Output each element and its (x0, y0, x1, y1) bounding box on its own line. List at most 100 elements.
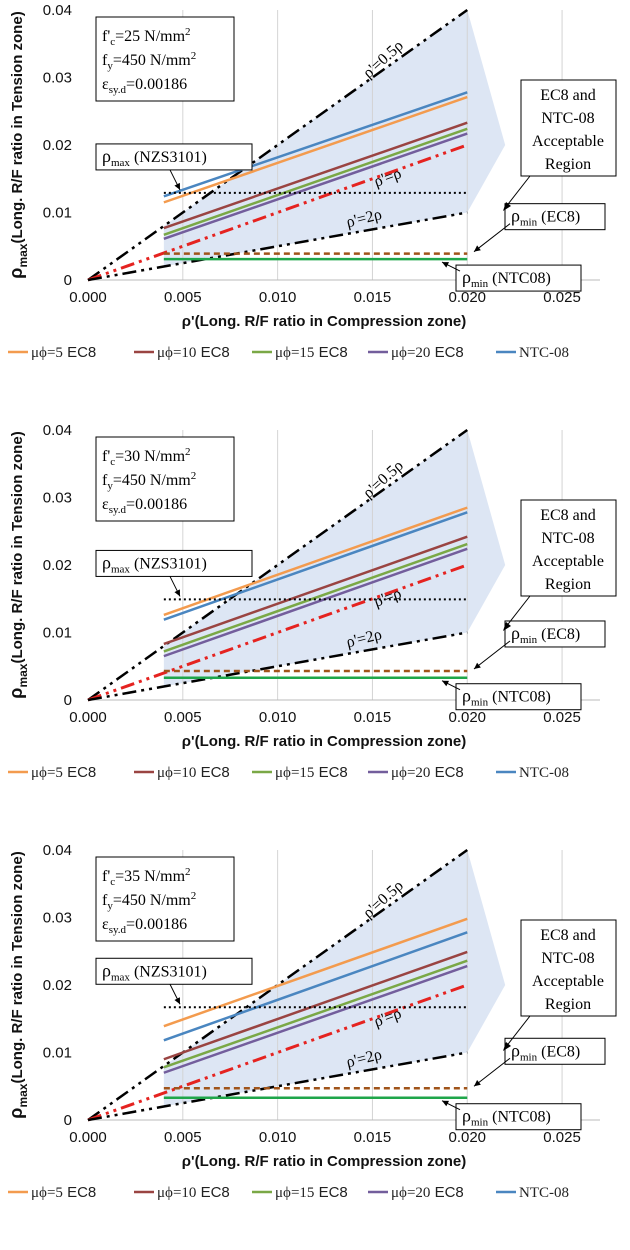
ref-line-double (87, 211, 468, 282)
region-callout-pointer (504, 1015, 531, 1049)
legend-label-4: μϕ=20 EC8 (391, 1184, 464, 1201)
rho-min-ntc-callout: ρmin (NTC08) (441, 261, 582, 292)
series-line-1 (163, 95, 468, 204)
x-tick-label: 0.015 (354, 289, 392, 306)
rho-max-callout-arrowhead (174, 589, 180, 597)
parameter-box-frame (95, 856, 235, 942)
legend-label-5: NTC-08 (519, 345, 569, 361)
rho-min-ntc-callout-frame (455, 683, 582, 711)
region-callout-line: EC8 and (540, 87, 596, 104)
series-line-3 (163, 127, 468, 236)
x-tick-label: 0.000 (69, 289, 107, 306)
parameter-line-1: f'c=30 N/mm2 (102, 446, 191, 468)
rho-min-ec8-callout-pointer (473, 1057, 511, 1087)
parameter-line-2: fy=450 N/mm2 (102, 470, 196, 492)
region-callout-pointer (504, 595, 531, 629)
rho-min-ec8-callout: ρmin (EC8) (473, 1037, 606, 1087)
rho-min-ntc-callout: ρmin (NTC08) (441, 680, 582, 711)
y-tick-label: 0.03 (43, 910, 72, 927)
chart-panel-3: 0 0.01 0.02 0.03 0.04 0.000 0.005 0.010 0.015 0.0… (0, 840, 630, 1250)
region-callout-frame (520, 919, 617, 1017)
region-callout: EC8 and NTC-08 Acceptable Region (503, 499, 617, 631)
y-tick-label: 0.02 (43, 557, 72, 574)
rho-max-callout-arrowhead (174, 182, 180, 190)
y-tick-label: 0.02 (43, 137, 72, 154)
parameter-line-1: f'c=35 N/mm2 (102, 866, 191, 888)
y-tick-label: 0.04 (43, 842, 72, 859)
region-callout: EC8 and NTC-08 Acceptable Region (503, 79, 617, 211)
y-tick-label: 0 (64, 1112, 72, 1129)
region-callout-line: NTC-08 (541, 950, 594, 967)
parameter-line-2: fy=450 N/mm2 (102, 50, 196, 72)
x-tick-label: 0.010 (259, 289, 297, 306)
y-tick-label: 0.03 (43, 490, 72, 507)
legend-label-3: μϕ=15 EC8 (275, 1184, 348, 1201)
rho-min-ec8-callout-arrowhead (474, 245, 481, 252)
region-callout-frame (520, 79, 617, 177)
legend-label-3: μϕ=15 EC8 (275, 764, 348, 781)
y-tick-label: 0.02 (43, 977, 72, 994)
chart-svg: 0 0.01 0.02 0.03 0.04 0.000 0.005 0.010 0.015 0.0… (6, 422, 617, 781)
legend-label-4: μϕ=20 EC8 (391, 764, 464, 781)
y-tick-label: 0.04 (43, 2, 72, 19)
region-callout-arrowhead (503, 202, 511, 211)
series-line-1 (163, 917, 468, 1028)
region-callout-arrowhead (503, 622, 511, 631)
x-tick-label: 0.000 (69, 709, 107, 726)
y-tick-label: 0 (64, 692, 72, 709)
rho-min-ntc-callout-frame (455, 1103, 582, 1131)
parameter-line-3: εsy.d=0.00186 (102, 916, 187, 936)
region-callout: EC8 and NTC-08 Acceptable Region (503, 919, 617, 1051)
region-callout-line: EC8 and (540, 507, 596, 524)
y-tick-label: 0.03 (43, 70, 72, 87)
x-tick-label: 0.010 (259, 1129, 297, 1146)
rho-min-ntc-callout-arrowhead (442, 680, 449, 687)
region-callout-frame (520, 499, 617, 597)
rho-min-ntc-callout: ρmin (NTC08) (441, 1100, 582, 1131)
rho-min-ec8-callout-text: ρmin (EC8) (511, 206, 580, 229)
y-tick-label: 0.01 (43, 205, 72, 222)
rho-min-ec8-callout-text: ρmin (EC8) (511, 623, 580, 646)
rho-max-callout-frame (95, 549, 253, 577)
y-axis-title: ρmax(Long. R/F ratio in Tension zone) (6, 851, 30, 1118)
region-callout-line: Acceptable (532, 133, 604, 150)
chart-panel-1: 0 0.01 0.02 0.03 0.04 0.000 0.005 0.010 0.015 0.0… (0, 0, 630, 410)
x-tick-label: 0.025 (543, 709, 581, 726)
rho-min-ec8-callout-arrowhead (474, 1080, 481, 1087)
x-tick-label: 0.020 (448, 709, 486, 726)
series-line-5 (163, 931, 468, 1042)
legend-label-5: NTC-08 (519, 765, 569, 781)
x-tick-label: 0.025 (543, 1129, 581, 1146)
region-callout-line: NTC-08 (541, 110, 594, 127)
x-tick-label: 0.000 (69, 1129, 107, 1146)
x-tick-label: 0.020 (448, 1129, 486, 1146)
y-tick-label: 0.04 (43, 422, 72, 439)
x-tick-label: 0.015 (354, 709, 392, 726)
series-line-3 (163, 542, 468, 653)
rho-min-ec8-callout: ρmin (EC8) (473, 203, 606, 253)
legend-label-5: NTC-08 (519, 1185, 569, 1201)
rho-min-ec8-callout-frame (504, 620, 606, 648)
series-line-1 (163, 506, 468, 617)
series-line-4 (163, 964, 468, 1074)
x-tick-label: 0.025 (543, 289, 581, 306)
series-line-4 (163, 547, 468, 658)
parameter-line-1: f'c=25 N/mm2 (102, 26, 191, 48)
series-line-4 (163, 132, 468, 241)
series-line-2 (163, 535, 468, 646)
parameter-line-3: εsy.d=0.00186 (102, 496, 187, 516)
series-line-3 (163, 959, 468, 1069)
legend: μϕ=5 EC8 μϕ=10 EC8 μϕ=15 EC8 μϕ=20 EC8 NTC-0… (8, 1184, 569, 1201)
region-callout-line: Acceptable (532, 553, 604, 570)
y-tick-label: 0.01 (43, 1045, 72, 1062)
rho-min-ntc-callout-text: ρmin (NTC08) (462, 686, 551, 709)
rho-min-ec8-callout-arrowhead (474, 662, 481, 669)
x-axis-title: ρ'(Long. R/F ratio in Compression zone) (182, 1153, 467, 1170)
parameter-line-3: εsy.d=0.00186 (102, 76, 187, 96)
x-axis-title: ρ'(Long. R/F ratio in Compression zone) (182, 313, 467, 330)
rho-min-ntc-callout-frame (455, 264, 582, 292)
region-callout-line: EC8 and (540, 927, 596, 944)
rho-max-callout-frame (95, 143, 253, 171)
